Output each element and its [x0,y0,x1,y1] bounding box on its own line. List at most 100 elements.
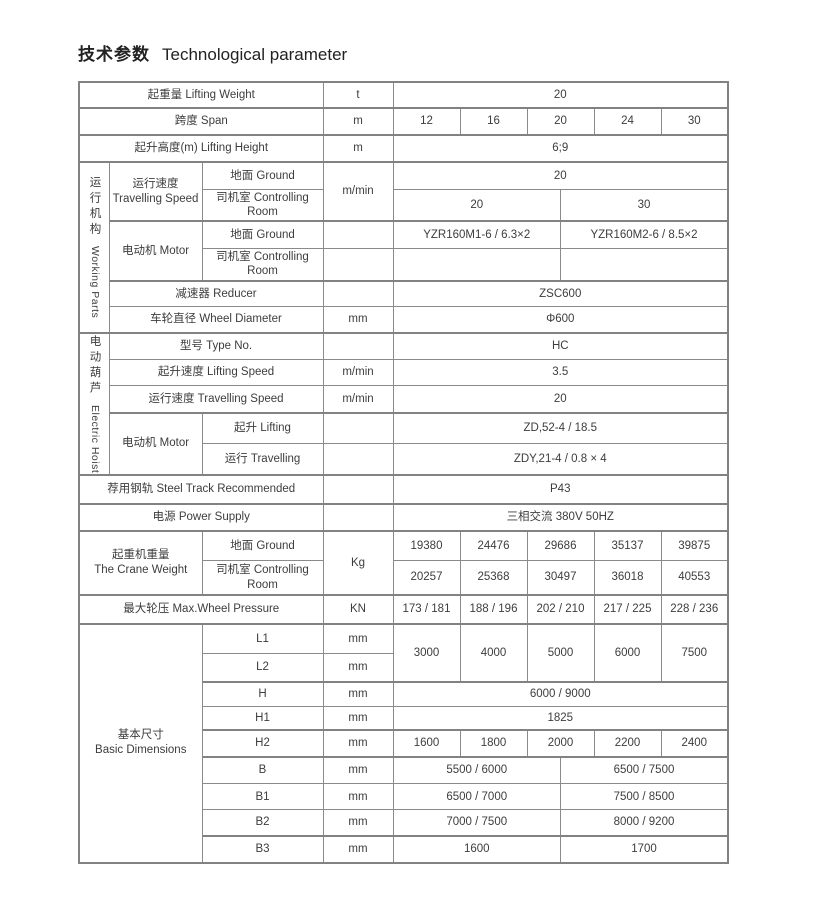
unit-h: mm [322,680,394,708]
section-working-parts-zh: 运行机构 [88,176,101,239]
row-motor-room: 司机室 Controlling Room [79,247,729,282]
value-crane-weight-g2: 24476 [459,529,528,562]
unit-b: mm [322,755,394,785]
value-span-30: 30 [660,107,729,136]
sublabel-controlling-room: 司机室 Controlling Room [201,188,324,222]
parameters-table: 起重量 Lifting Weight t 20 跨度 Span m 12 16 … [78,81,729,864]
label-power-supply: 电源 Power Supply [78,502,324,532]
row-max-wheel-pressure: 最大轮压 Max.Wheel Pressure KN 173 / 181 188… [78,593,729,625]
row-dim-l2: L2 mm [79,653,728,683]
row-dim-l1: 基本尺寸 Basic Dimensions L1 mm 3000 4000 50… [78,622,729,864]
unit-steel-track [322,473,394,505]
value-h2-4: 2200 [593,728,662,758]
sublabel-l2: L2 [201,653,324,683]
unit-h2: mm [322,728,394,758]
unit-max-wheel-pressure: KN [322,593,394,625]
label-crane-weight-zh: 起重机重量 [112,548,170,561]
unit-type-no [322,331,394,360]
label-lifting-weight: 起重量 Lifting Weight [78,81,324,109]
label-motor: 电动机 Motor [108,220,203,282]
row-wheel-diameter: 车轮直径 Wheel Diameter mm Φ600 [79,306,729,333]
label-basic-dimensions: 基本尺寸 Basic Dimensions [78,622,203,864]
unit-reducer [322,279,394,307]
value-type-no: HC [392,331,729,360]
unit-b1: mm [322,783,394,811]
row-dim-b2: B2 mm 7000 / 7500 8000 / 9200 [79,809,729,837]
value-b-1: 5500 / 6000 [392,755,561,785]
value-b3-2: 1700 [560,834,729,864]
value-h2-1: 1600 [392,728,461,758]
unit-crane-weight: Kg [322,529,394,596]
unit-hoist-motor-lifting [322,411,394,445]
value-crane-weight-g5: 39875 [660,529,729,562]
value-motor-room-2 [560,247,729,282]
sublabel-ground: 地面 Ground [201,529,324,562]
label-max-wheel-pressure: 最大轮压 Max.Wheel Pressure [78,593,324,625]
value-max-wheel-1: 173 / 181 [392,593,461,625]
label-crane-weight: 起重机重量 The Crane Weight [78,529,203,596]
value-lifting-height: 6;9 [392,134,729,163]
unit-lifting-weight: t [322,81,394,109]
value-crane-weight-r5: 40553 [660,560,729,596]
value-span-12: 12 [392,107,461,136]
row-reducer: 减速器 Reducer ZSC600 [79,279,729,307]
unit-b2: mm [322,809,394,837]
label-hoist-travelling-speed: 运行速度 Travelling Speed [108,385,324,413]
value-l-1: 3000 [392,622,461,683]
value-max-wheel-2: 188 / 196 [459,593,528,625]
row-dim-h: H mm 6000 / 9000 [79,680,729,708]
value-lifting-weight: 20 [392,81,729,109]
label-lifting-height: 起升高度(m) Lifting Height [78,134,324,163]
unit-hoist-travelling-speed: m/min [322,385,394,413]
row-hoist-motor-travelling: 运行 Travelling ZDY,21-4 / 0.8 × 4 [79,443,729,476]
value-l-5: 7500 [660,622,729,683]
unit-b3: mm [322,834,394,864]
row-lifting-weight: 起重量 Lifting Weight t 20 [78,81,729,109]
value-reducer: ZSC600 [392,279,729,307]
sublabel-controlling-room: 司机室 Controlling Room [201,247,324,282]
unit-lifting-height: m [322,134,394,163]
row-dim-b: B mm 5500 / 6000 6500 / 7500 [79,755,729,785]
row-steel-track: 荐用钢轨 Steel Track Recommended P43 [78,473,729,505]
label-reducer: 减速器 Reducer [108,279,324,307]
value-crane-weight-g4: 35137 [593,529,662,562]
sublabel-h2: H2 [201,728,324,758]
label-basic-dimensions-en: Basic Dimensions [95,744,187,757]
row-hoist-travelling-speed: 运行速度 Travelling Speed m/min 20 [79,385,729,413]
value-crane-weight-r4: 36018 [593,560,662,596]
sublabel-b3: B3 [201,834,324,864]
unit-travelling-speed: m/min [322,160,394,222]
sublabel-lifting: 起升 Lifting [201,411,324,445]
row-hoist-motor-lifting: 电动机 Motor 起升 Lifting ZD,52-4 / 18.5 [79,411,729,476]
value-lifting-speed: 3.5 [392,359,729,386]
unit-motor-room [322,247,394,282]
unit-lifting-speed: m/min [322,359,394,386]
sublabel-h: H [201,680,324,708]
row-lifting-speed: 起升速度 Lifting Speed m/min 3.5 [79,359,729,386]
value-b1-1: 6500 / 7000 [392,783,561,811]
value-max-wheel-3: 202 / 210 [526,593,595,625]
value-motor-ground-2: YZR160M2-6 / 8.5×2 [560,220,729,249]
sublabel-h1: H1 [201,706,324,731]
unit-h1: mm [322,706,394,731]
sublabel-b2: B2 [201,809,324,837]
label-hoist-motor: 电动机 Motor [108,411,203,476]
value-max-wheel-5: 228 / 236 [660,593,729,625]
label-wheel-diameter: 车轮直径 Wheel Diameter [108,306,324,333]
row-power-supply: 电源 Power Supply 三相交流 380V 50HZ [78,502,729,532]
row-motor-ground: 电动机 Motor 地面 Ground YZR160M1-6 / 6.3×2 Y… [79,220,729,282]
unit-motor-ground [322,220,394,249]
label-basic-dimensions-zh: 基本尺寸 [117,729,164,742]
row-lifting-height: 起升高度(m) Lifting Height m 6;9 [78,134,729,163]
label-travelling-speed: 运行速度 Travelling Speed [108,160,203,222]
label-span: 跨度 Span [78,107,324,136]
value-h1: 1825 [392,706,729,731]
value-span-20: 20 [526,107,595,136]
sublabel-b: B [201,755,324,785]
section-electric-hoist-en: Electric Hoist [88,404,101,473]
value-l-3: 5000 [526,622,595,683]
value-h2-2: 1800 [459,728,528,758]
label-lifting-speed: 起升速度 Lifting Speed [108,359,324,386]
value-travelling-speed-room-2: 30 [560,188,729,222]
